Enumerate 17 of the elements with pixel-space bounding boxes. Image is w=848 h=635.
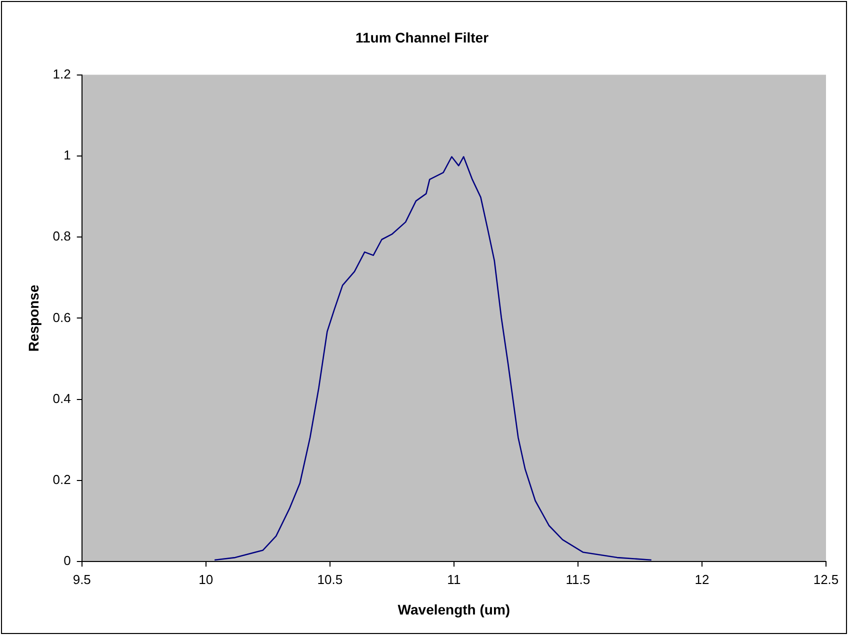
x-tick-label: 12	[694, 572, 710, 587]
y-tick-label: 1	[64, 148, 71, 163]
x-tick-label: 12.5	[813, 572, 839, 587]
y-tick-label: 0	[64, 553, 71, 568]
x-tick-label: 10	[198, 572, 214, 587]
y-tick-label: 0.4	[52, 390, 71, 406]
y-tick-label: 0.6	[52, 310, 71, 325]
x-tick-label: 9.5	[72, 572, 91, 587]
y-tick-label: 0.2	[52, 472, 71, 488]
y-axis-title: Response	[25, 284, 42, 352]
chart-title: 11um Channel Filter	[355, 29, 490, 46]
x-tick-label: 10.5	[317, 572, 343, 587]
x-tick-label: 11	[447, 572, 461, 587]
x-tick-label: 11.5	[566, 572, 590, 587]
x-axis-title: Wavelength (um)	[398, 601, 510, 618]
y-tick-label: 1.2	[52, 66, 71, 82]
y-tick-label: 0.8	[52, 228, 71, 244]
